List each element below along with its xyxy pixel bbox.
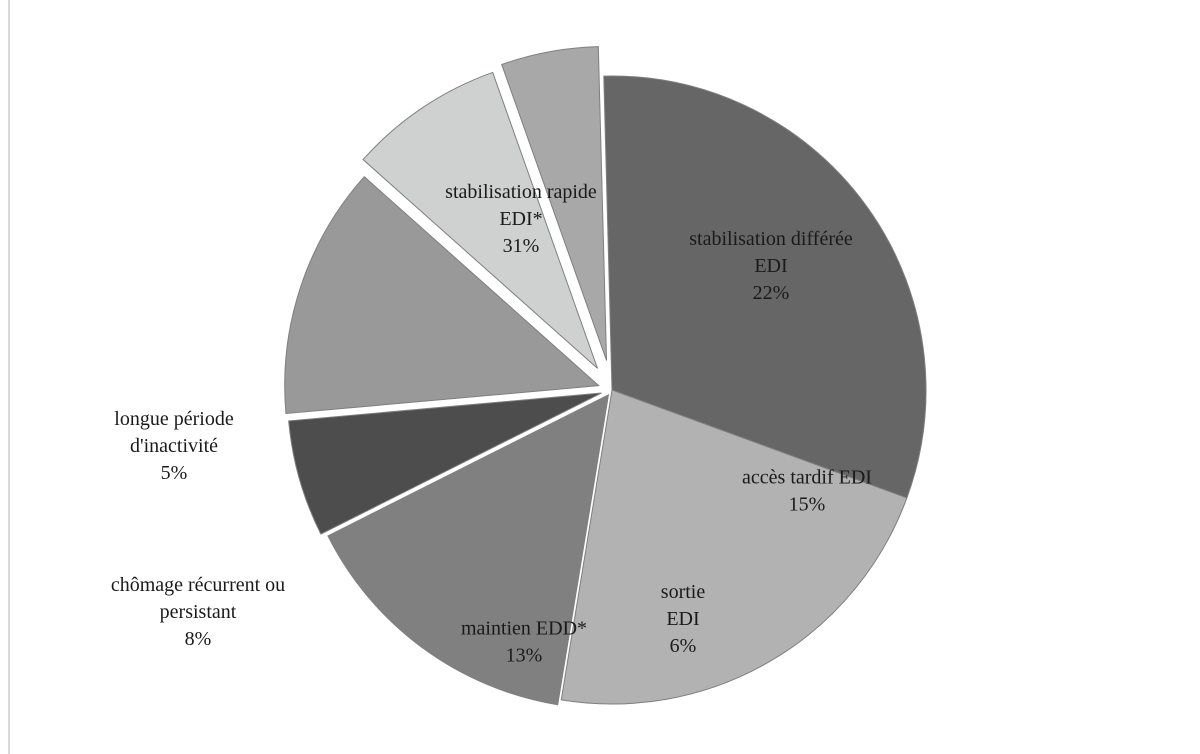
slice-name: EDI	[666, 608, 699, 630]
slice-name: accès tardif EDI	[742, 467, 872, 489]
slice-name: EDI	[754, 255, 787, 277]
slice-label-7: longue période d'inactivité 5%	[114, 408, 234, 484]
slice-name: d'inactivité	[130, 435, 218, 457]
pie-labels: stabilisation rapide EDI* 31% stabilisation…	[111, 181, 872, 667]
slice-name: chômage récurrent ou	[111, 574, 285, 596]
slice-label-1: stabilisation rapide EDI* 31%	[445, 181, 597, 257]
slice-label-5: maintien EDD* 13%	[461, 618, 587, 667]
slice-name: EDI*	[499, 208, 542, 230]
pie-slices	[284, 46, 927, 706]
pie-slice-1	[603, 75, 927, 499]
slice-name: sortie	[661, 581, 706, 603]
pie-slice-5	[284, 176, 600, 415]
left-border-rule	[8, 0, 10, 754]
slice-percent: 8%	[185, 628, 212, 650]
slice-percent: 5%	[161, 462, 188, 484]
pie-slice-4	[288, 392, 602, 535]
slice-label-2: stabilisation différée EDI 22%	[689, 228, 853, 304]
slice-label-4: sortie EDI 6%	[661, 581, 706, 657]
pie-slice-6	[362, 71, 598, 369]
slice-label-3: accès tardif EDI 15%	[742, 467, 872, 516]
slice-name: longue période	[114, 408, 234, 430]
pie-slice-2	[560, 389, 908, 705]
pie-slice-3	[327, 393, 610, 706]
slice-name: maintien EDD*	[461, 618, 587, 640]
pie-slice-7	[501, 46, 608, 361]
slice-percent: 22%	[753, 282, 790, 304]
slice-percent: 13%	[506, 645, 543, 667]
slice-name: stabilisation différée	[689, 228, 853, 250]
slice-percent: 6%	[670, 635, 697, 657]
slice-percent: 15%	[789, 494, 826, 516]
slice-percent: 31%	[503, 235, 540, 257]
slice-name: persistant	[160, 601, 237, 623]
slice-name: stabilisation rapide	[445, 181, 597, 203]
slice-label-6: chômage récurrent ou persistant 8%	[111, 574, 285, 650]
